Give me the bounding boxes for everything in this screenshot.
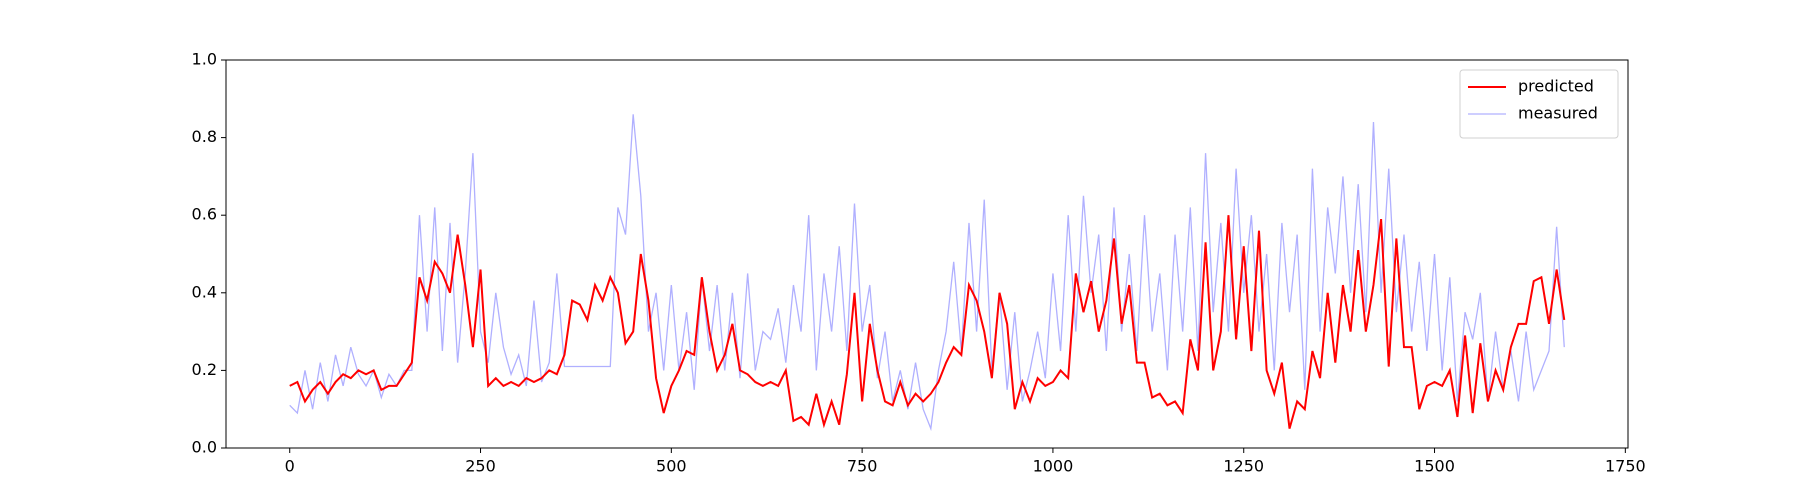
x-tick-label: 1500: [1414, 457, 1455, 476]
x-tick-label: 1250: [1223, 457, 1264, 476]
y-tick-label: 0.0: [192, 438, 217, 457]
y-tick-label: 0.8: [192, 127, 217, 146]
y-tick-label: 0.2: [192, 360, 217, 379]
legend-label: predicted: [1518, 77, 1594, 96]
plot-frame: [225, 59, 1629, 449]
line-predicted: [289, 215, 1566, 429]
legend-label: measured: [1518, 104, 1598, 123]
x-tick-label: 750: [847, 457, 878, 476]
x-tick-label: 1000: [1033, 457, 1074, 476]
y-tick-label: 0.4: [192, 282, 217, 301]
y-tick-label: 1.0: [192, 50, 217, 69]
x-tick-label: 250: [465, 457, 496, 476]
legend: predicted measured: [1459, 69, 1619, 139]
y-tick-label: 0.6: [192, 205, 217, 224]
x-tick-label: 0: [285, 457, 295, 476]
x-tick-label: 1750: [1605, 457, 1646, 476]
line-measured: [289, 114, 1565, 432]
x-tick-label: 500: [656, 457, 687, 476]
